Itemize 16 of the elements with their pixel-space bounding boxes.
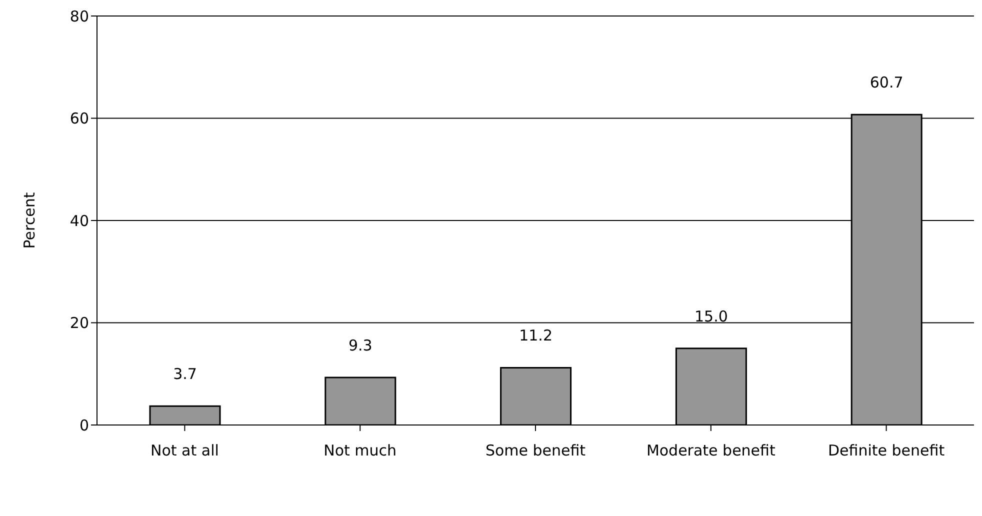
data-label: 9.3 [348, 336, 372, 354]
data-label: 3.7 [173, 365, 197, 384]
y-tick-label: 0 [79, 416, 89, 434]
y-tick-label: 80 [70, 7, 89, 26]
data-label: 15.0 [694, 307, 728, 326]
x-tick-label: Definite benefit [828, 442, 945, 460]
data-label: 11.2 [519, 326, 553, 345]
y-tick-label: 40 [70, 212, 89, 230]
data-label: 60.7 [870, 74, 904, 92]
x-tick-label: Moderate benefit [646, 442, 776, 460]
y-tick-label: 60 [70, 110, 89, 128]
x-tick-label: Some benefit [485, 442, 586, 460]
y-tick-label: 20 [70, 314, 89, 332]
x-tick-label: Not at all [150, 442, 219, 460]
y-axis-title: Percent [20, 192, 38, 249]
x-tick-label: Not much [324, 442, 397, 460]
